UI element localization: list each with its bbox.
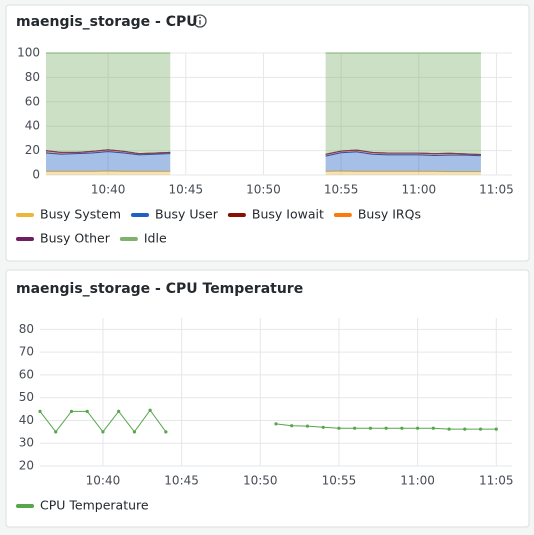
y-tick-label: 40	[25, 119, 40, 133]
legend-label: Busy System	[40, 207, 121, 222]
point	[164, 430, 168, 434]
x-tick-label: 11:00	[400, 474, 435, 488]
x-tick-label: 10:55	[324, 183, 359, 197]
y-tick-label: 60	[19, 367, 34, 381]
point	[101, 430, 105, 434]
point	[54, 430, 58, 434]
legend-label: CPU Temperature	[40, 498, 149, 513]
panel-title: maengis_storage - CPU Temperature	[16, 281, 303, 297]
legend-label: Idle	[144, 231, 167, 246]
area-line	[45, 151, 481, 157]
point	[447, 427, 451, 431]
x-tick-label: 11:00	[402, 183, 437, 197]
panel-title: maengis_storage - CPU	[16, 14, 198, 30]
point	[148, 408, 152, 412]
y-tick-label: 70	[19, 345, 34, 359]
y-tick-label: 80	[19, 322, 34, 336]
legend-label: Busy Iowait	[252, 207, 324, 222]
x-tick-label: 10:40	[91, 183, 126, 197]
y-tick-label: 80	[25, 70, 40, 84]
point	[85, 409, 89, 413]
x-tick-label: 10:45	[169, 183, 204, 197]
x-tick-label: 10:55	[322, 474, 357, 488]
x-tick-label: 10:50	[246, 183, 281, 197]
y-tick-label: 30	[19, 436, 34, 450]
area	[46, 151, 481, 172]
x-tick-label: 11:05	[479, 474, 514, 488]
x-tick-label: 10:50	[243, 474, 278, 488]
point	[368, 426, 372, 430]
point	[69, 409, 74, 413]
y-tick-label: 50	[19, 390, 34, 404]
area	[46, 171, 481, 175]
point	[478, 427, 483, 431]
y-tick-label: 20	[19, 459, 34, 473]
x-tick-label: 10:45	[164, 474, 199, 488]
point	[305, 424, 310, 428]
point	[337, 426, 341, 430]
x-tick-label: 11:05	[479, 183, 514, 197]
point	[400, 426, 404, 430]
y-tick-label: 20	[25, 143, 40, 157]
panel	[5, 269, 530, 528]
point	[132, 430, 136, 434]
area	[46, 53, 481, 155]
point	[416, 426, 420, 430]
info-icon[interactable]	[193, 14, 207, 28]
point	[290, 424, 294, 428]
y-tick-label: 0	[32, 168, 40, 182]
point	[117, 409, 121, 413]
legend-label: Busy IRQs	[358, 207, 421, 222]
y-tick-label: 60	[25, 94, 40, 108]
point	[274, 422, 278, 426]
point	[431, 426, 435, 430]
point	[353, 426, 357, 430]
point	[38, 409, 42, 413]
y-tick-label: 40	[19, 413, 34, 427]
legend-label: Busy User	[155, 207, 219, 222]
point	[384, 426, 388, 430]
legend-label: Busy Other	[40, 231, 111, 246]
x-tick-label: 10:40	[86, 474, 121, 488]
panel	[5, 4, 530, 262]
area-line	[45, 149, 481, 156]
point	[463, 427, 467, 431]
point	[494, 427, 498, 431]
point	[321, 425, 325, 429]
y-tick-label: 100	[17, 46, 40, 60]
